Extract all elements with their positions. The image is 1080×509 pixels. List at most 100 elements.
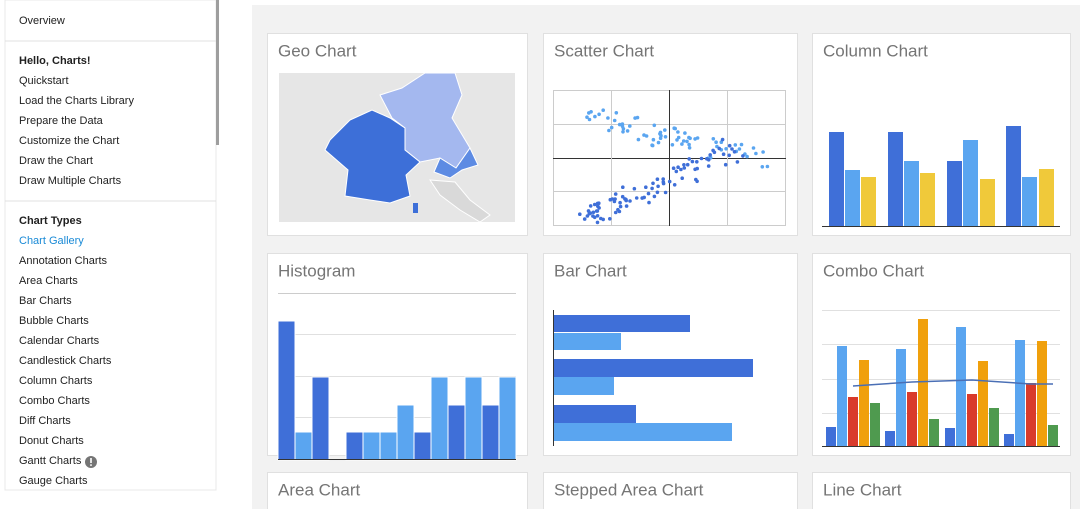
scatter-dot (658, 136, 663, 140)
card-title[interactable]: Combo Chart (823, 261, 924, 280)
nav-link[interactable]: Donut Charts (19, 435, 84, 447)
gallery-card[interactable]: Combo Chart (812, 253, 1071, 456)
scatter-dot (682, 163, 686, 167)
nav-heading: Chart Types (19, 215, 82, 227)
nav-link[interactable]: Column Charts (19, 375, 93, 387)
gallery-card[interactable]: Scatter Chart (543, 33, 798, 236)
scatter-dot (680, 142, 684, 146)
scatter-dot (690, 159, 695, 164)
scatter-dot (685, 162, 690, 167)
scatter-dot (601, 108, 605, 112)
scatter-dot (644, 185, 648, 189)
scatter-dot (618, 200, 622, 205)
gallery-card[interactable]: Area Chart (267, 472, 528, 509)
scrollbar-thumb[interactable] (216, 0, 219, 145)
scatter-dot (687, 157, 691, 161)
nav-link[interactable]: Gantt Charts (19, 455, 82, 467)
gallery-card[interactable]: Geo Chart (267, 33, 528, 236)
scatter-dot (687, 142, 691, 147)
scatter-dot (644, 134, 649, 138)
scatter-dot (663, 190, 668, 195)
nav-link[interactable]: Draw the Chart (19, 155, 93, 167)
card-title[interactable]: Stepped Area Chart (554, 480, 704, 499)
scatter-dot (618, 204, 623, 209)
scatter-dot (636, 137, 641, 142)
scatter-dot (727, 143, 732, 148)
scatter-dot (761, 150, 765, 154)
scatter-dot (613, 210, 618, 215)
nav-link[interactable]: Calendar Charts (19, 335, 100, 347)
scatter-thumbnail (553, 90, 786, 226)
scatter-dot (624, 198, 628, 203)
nav-link[interactable]: Bar Charts (19, 295, 72, 307)
nav-link[interactable]: Annotation Charts (19, 255, 108, 267)
scatter-dot (672, 126, 676, 130)
card-title[interactable]: Column Chart (823, 41, 928, 60)
scatter-dot (594, 209, 599, 213)
scatter-dot (655, 190, 660, 195)
nav-link[interactable]: Quickstart (19, 75, 69, 87)
scatter-dot (699, 156, 704, 161)
nav-link[interactable]: Prepare the Data (19, 115, 104, 127)
card-title[interactable]: Bar Chart (554, 261, 627, 280)
nav-link[interactable]: Area Charts (19, 275, 78, 287)
scatter-dot (667, 179, 672, 184)
bar-thumbnail (553, 310, 753, 446)
nav-link[interactable]: Candlestick Charts (19, 355, 112, 367)
scatter-dot (651, 137, 656, 142)
scatter-dot (705, 157, 709, 161)
scatter-dot (652, 123, 657, 128)
scatter-dot (681, 139, 686, 143)
card-title[interactable]: Histogram (278, 261, 355, 280)
scatter-dot (634, 196, 639, 200)
gallery-card[interactable]: Histogram (267, 253, 528, 461)
gallery-card[interactable]: Column Chart (812, 33, 1071, 236)
scatter-dot (625, 129, 630, 133)
nav-heading: Hello, Charts! (19, 55, 91, 67)
scatter-dot (624, 204, 629, 208)
nav-link[interactable]: Draw Multiple Charts (19, 175, 122, 187)
gallery-card[interactable]: Stepped Area Chart (543, 472, 798, 509)
scatter-dot (632, 186, 637, 191)
scatter-dot (663, 128, 667, 132)
scatter-dot (591, 210, 596, 215)
scatter-dot (683, 131, 687, 135)
scatter-dot (679, 167, 683, 172)
nav-link-active[interactable]: Chart Gallery (19, 235, 84, 247)
scatter-dot (723, 162, 728, 167)
scatter-dot (693, 137, 697, 141)
scatter-dot (676, 165, 680, 169)
card-title[interactable]: Area Chart (278, 480, 360, 499)
nav-link[interactable]: Bubble Charts (19, 315, 89, 327)
nav-link[interactable]: Customize the Chart (19, 135, 119, 147)
nav-link[interactable]: Load the Charts Library (19, 95, 134, 107)
nav-link[interactable]: Gauge Charts (19, 475, 88, 487)
scatter-dot (617, 122, 622, 127)
scatter-dot (717, 146, 721, 151)
scatter-dot (661, 177, 665, 181)
scatter-dot (614, 111, 619, 115)
nav-link[interactable]: Overview (19, 15, 65, 27)
scatter-dot (610, 197, 615, 201)
card-title[interactable]: Geo Chart (278, 41, 357, 60)
scatter-dot (754, 151, 758, 156)
gallery-card[interactable]: Line Chart (812, 472, 1071, 509)
scatter-dot (670, 143, 675, 147)
card-title[interactable]: Scatter Chart (554, 41, 654, 60)
scatter-dot (751, 146, 756, 150)
nav-link[interactable]: Combo Charts (19, 395, 90, 407)
card-title[interactable]: Line Chart (823, 480, 902, 499)
warning-icon (85, 456, 97, 468)
geo-thumbnail (279, 72, 515, 223)
scatter-dot (591, 214, 595, 218)
scatter-dot (608, 217, 612, 221)
scatter-dot (597, 201, 601, 205)
nav-link[interactable]: Diff Charts (19, 415, 71, 427)
scatter-dot (656, 184, 660, 189)
scatter-dot (582, 217, 587, 221)
gallery-card[interactable]: Bar Chart (543, 253, 798, 456)
histogram-thumbnail (277, 293, 517, 461)
scatter-dot (711, 137, 716, 141)
scatter-dot (595, 214, 600, 218)
